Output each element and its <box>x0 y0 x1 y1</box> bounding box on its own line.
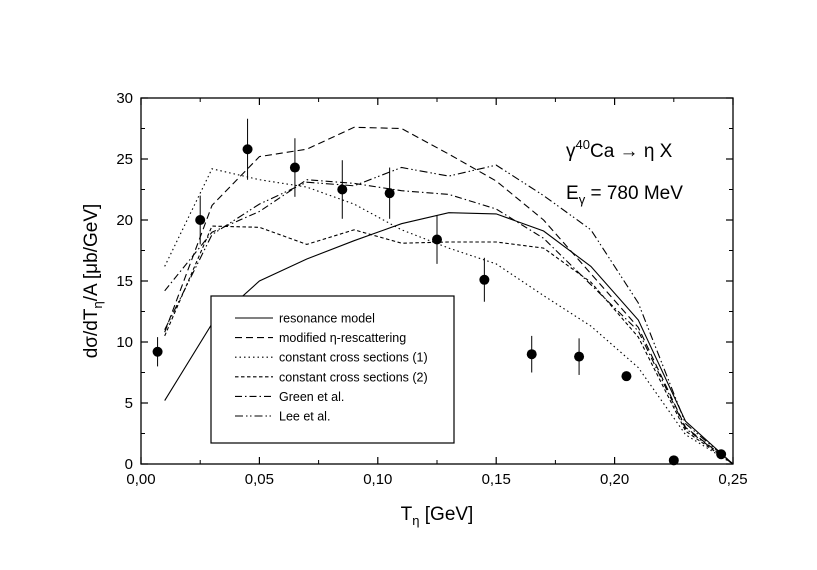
y-tick-label: 0 <box>125 456 133 473</box>
data-points-layer <box>152 118 727 466</box>
series-line-6 <box>164 164 734 465</box>
curves-layer <box>164 126 734 465</box>
series-line-2 <box>164 126 734 465</box>
legend-label-3: constant cross sections (1) <box>279 351 428 365</box>
y-axis-title: dσ/dTη/A [μb/GeV] <box>81 204 105 359</box>
legend-label-2: modified η-rescattering <box>279 331 406 345</box>
data-point <box>152 346 163 357</box>
energy-rest: = 780 MeV <box>585 183 683 204</box>
y-tick-label: 10 <box>116 334 133 351</box>
x-tick-label: 0,00 <box>126 471 155 488</box>
series-line-1 <box>164 212 734 465</box>
y-axis-title-main: dσ/dT <box>81 308 102 358</box>
energy-e: E <box>566 183 579 204</box>
data-point <box>337 184 348 195</box>
series-line-5 <box>164 179 734 465</box>
legend: resonance model modified η-rescattering co… <box>210 295 455 444</box>
data-point <box>526 349 537 360</box>
y-axis-title-rest: /A [μb/GeV] <box>81 204 102 302</box>
series-line-3 <box>164 168 734 465</box>
x-tick-label: 0,20 <box>600 471 629 488</box>
ticks-layer: 0,00 0,05 0,10 0,15 0,20 0,25 0 5 10 15 20 25 30 <box>116 90 747 488</box>
legend-box <box>210 295 455 444</box>
data-point <box>242 144 253 155</box>
data-point <box>289 162 300 173</box>
x-tick-label: 0,15 <box>482 471 511 488</box>
series-line-4 <box>164 225 734 465</box>
data-point <box>432 234 442 245</box>
reaction-rest: Ca → η X <box>590 141 673 162</box>
x-tick-label: 0,25 <box>718 471 747 488</box>
legend-label-5: Green et al. <box>279 390 344 404</box>
data-point <box>195 215 206 225</box>
data-point <box>574 351 585 362</box>
legend-label-6: Lee et al. <box>279 410 330 424</box>
data-point <box>479 274 490 285</box>
reaction-superscript: 40 <box>576 137 590 152</box>
x-tick-label: 0,10 <box>363 471 392 488</box>
y-tick-label: 20 <box>116 212 133 229</box>
x-axis-title-unit: [GeV] <box>419 504 473 525</box>
y-tick-label: 5 <box>125 395 133 412</box>
x-tick-label: 0,05 <box>245 471 274 488</box>
x-axis-title: Tη [GeV] <box>401 504 474 528</box>
energy-annotation: Eγ = 780 MeV <box>566 183 683 207</box>
x-axis-title-main: T <box>401 504 413 525</box>
data-point <box>621 371 632 382</box>
legend-label-1: resonance model <box>279 312 375 326</box>
data-point <box>384 188 395 199</box>
y-tick-label: 25 <box>116 151 133 168</box>
legend-label-4: constant cross sections (2) <box>279 370 428 384</box>
y-tick-label: 30 <box>116 90 133 107</box>
energy-subscript: γ <box>579 192 586 207</box>
y-axis-title-sub: η <box>90 301 105 308</box>
y-tick-label: 15 <box>116 273 133 290</box>
x-axis-title-sub: η <box>412 513 419 528</box>
data-point <box>716 449 727 460</box>
reaction-gamma: γ <box>566 141 576 162</box>
reaction-annotation: γ40Ca → η X <box>566 137 673 162</box>
